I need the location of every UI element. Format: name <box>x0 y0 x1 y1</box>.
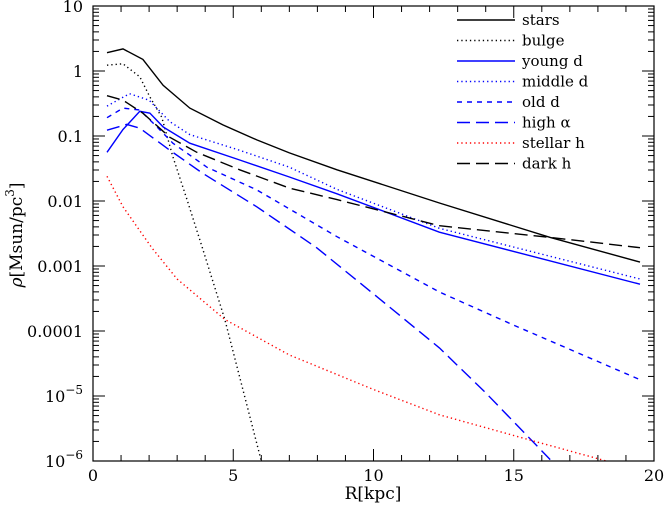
y-axis-label: ρ[Msun/pc3] <box>3 182 27 288</box>
legend-label: bulge <box>522 32 565 50</box>
x-tick-label: 0 <box>88 466 98 485</box>
legend-label: dark h <box>522 155 572 173</box>
y-tick-label: 1 <box>73 62 83 81</box>
series-line-bulge <box>106 63 262 461</box>
series-line-young-d <box>106 110 641 285</box>
legend-label: stellar h <box>522 134 585 152</box>
series-line-dark-h <box>106 95 641 249</box>
y-tick-label: 10 <box>63 0 83 16</box>
legend-label: middle d <box>522 73 589 91</box>
legend-label: young d <box>521 52 583 70</box>
legend-label: old d <box>522 93 560 111</box>
y-tick-label: 0.0001 <box>27 322 83 341</box>
y-tick-label: 10−5 <box>45 383 83 406</box>
series-line-old-d <box>106 107 641 381</box>
series-lines <box>106 48 641 461</box>
y-tick-label: 0.1 <box>58 127 83 146</box>
series-line-stars <box>106 48 641 263</box>
axes: 0 5 10 15 20 10 1 0.1 0.01 0.001 0.0001 10−5 10−6 <box>27 0 664 485</box>
y-tick-label: 0.001 <box>37 257 83 276</box>
legend-label: high α <box>522 114 571 132</box>
y-tick-label: 10−6 <box>45 448 83 471</box>
x-tick-label: 5 <box>228 466 238 485</box>
x-axis-label: R[kpc] <box>345 484 402 504</box>
x-tick-label: 20 <box>644 466 664 485</box>
series-line-high-α <box>106 123 551 461</box>
legend-label: stars <box>522 11 560 29</box>
y-tick-label: 0.01 <box>47 192 83 211</box>
legend: stars bulge young d middle d old d high α stel… <box>457 11 589 173</box>
x-tick-label: 10 <box>363 466 383 485</box>
x-tick-label: 15 <box>504 466 524 485</box>
series-line-stellar-h <box>106 175 607 461</box>
